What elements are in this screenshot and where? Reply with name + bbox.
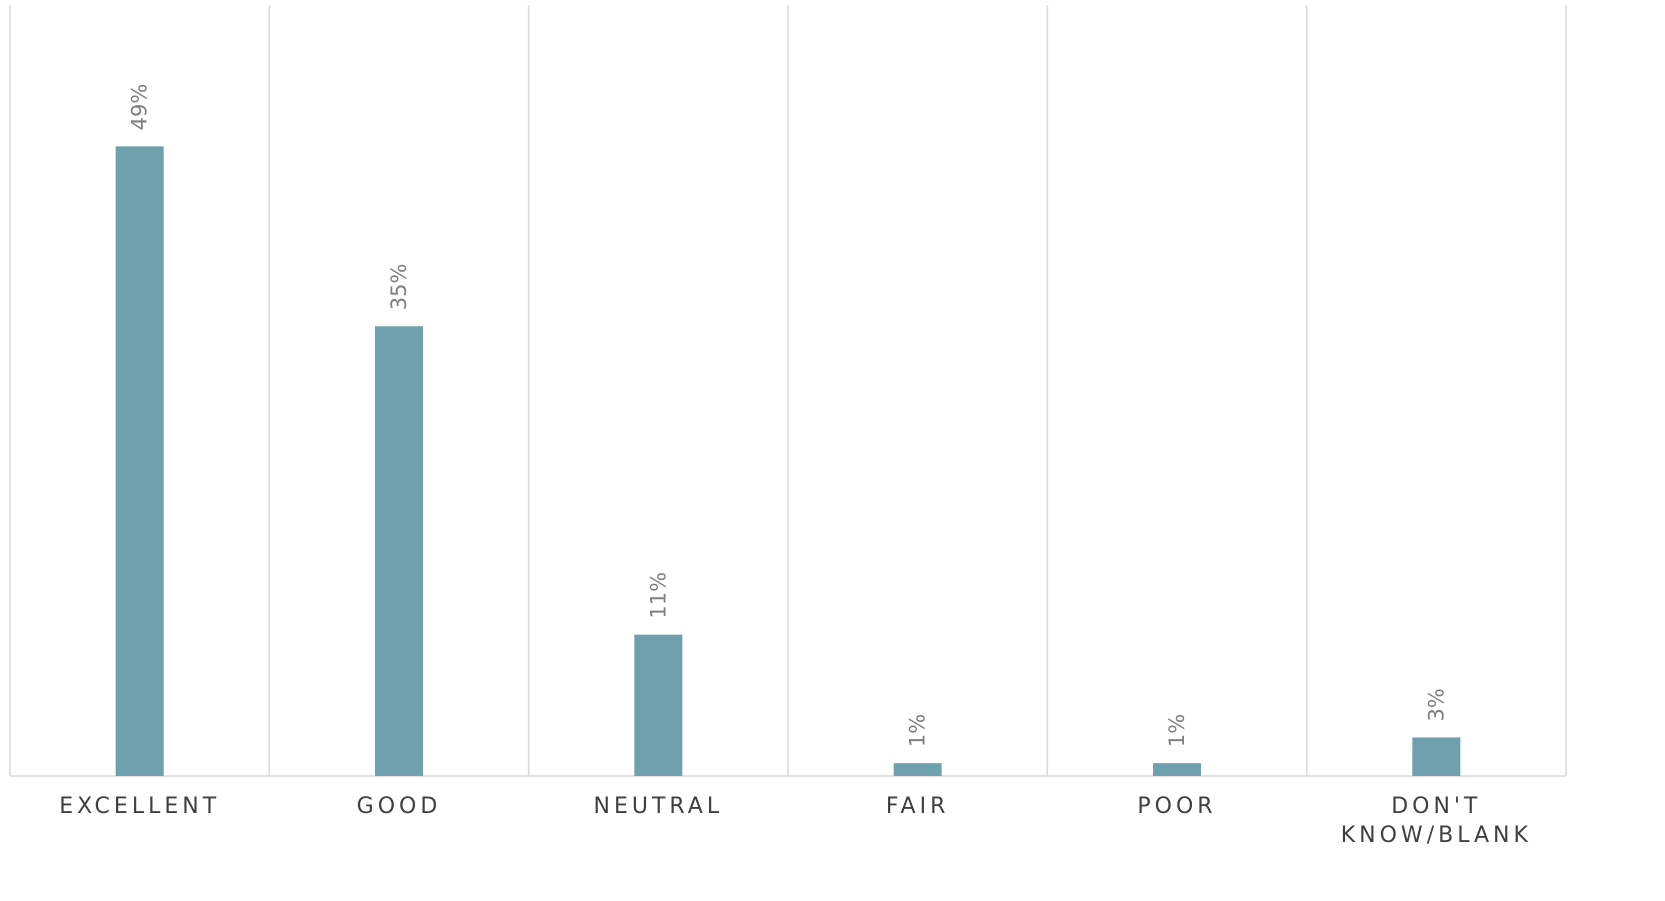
category-label: POOR <box>1137 794 1217 819</box>
bar <box>1412 737 1461 776</box>
category-label: EXCELLENT <box>59 794 221 819</box>
category-label: NEUTRAL <box>593 794 724 819</box>
category-label: GOOD <box>356 794 442 819</box>
value-label: 35% <box>387 264 411 311</box>
value-label: 3% <box>1424 688 1448 721</box>
bar <box>893 763 942 776</box>
bar <box>375 326 423 776</box>
value-labels: 49% 35% 11% 1% 1% 3% <box>128 84 1449 747</box>
value-label: 11% <box>646 572 670 619</box>
value-label: 1% <box>906 714 930 747</box>
grid-lines <box>9 5 1567 777</box>
category-label: DON'T KNOW/BLANK <box>1340 794 1532 848</box>
bars <box>115 146 1461 777</box>
category-label: FAIR <box>885 794 950 819</box>
bar <box>634 634 683 776</box>
bar <box>1153 763 1201 776</box>
value-label: 49% <box>128 84 152 131</box>
bar <box>115 146 164 777</box>
value-label: 1% <box>1165 714 1189 747</box>
